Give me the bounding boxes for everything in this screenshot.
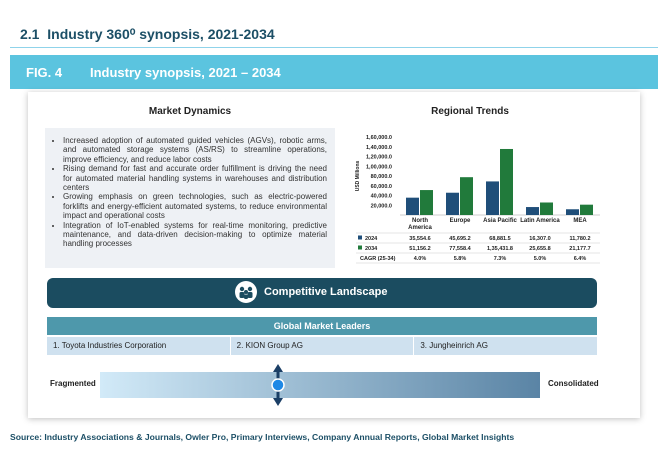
x-tick-label: MEA xyxy=(573,218,587,224)
y-tick-label: 1,40,000.0 xyxy=(366,145,392,151)
value-label: 45,695.2 xyxy=(449,236,470,242)
section-title: Regional Trends xyxy=(431,106,509,117)
leader: 2. KION Group AG xyxy=(229,337,414,355)
cagr-value: 6.4% xyxy=(574,256,587,262)
value-label: 16,307.0 xyxy=(529,236,550,242)
y-tick-label: 1,20,000.0 xyxy=(366,155,392,161)
bar xyxy=(526,207,539,215)
bar xyxy=(500,148,513,215)
scale-bar xyxy=(100,372,540,398)
source-note: Source: Industry Associations & Journals… xyxy=(10,432,515,442)
section-title: Industry 360⁰ synopsis, 2021-2034 xyxy=(47,26,275,42)
value-label: 77,558.4 xyxy=(449,246,471,252)
section-heading: 2.1 Industry 360⁰ synopsis, 2021-2034 xyxy=(20,26,275,43)
cagr-value: 4.0% xyxy=(414,256,427,262)
value-label: 11,780.2 xyxy=(569,236,590,242)
y-tick-label: 40,000.0 xyxy=(371,194,392,200)
legend-swatch xyxy=(358,245,362,250)
y-tick-label: 1,60,000.0 xyxy=(366,135,392,141)
bar xyxy=(580,204,593,215)
bullet-box: Increased adoption of automated guided v… xyxy=(45,128,335,268)
bar xyxy=(446,192,459,215)
y-tick-label: 80,000.0 xyxy=(371,174,392,180)
scale-left: Fragmented xyxy=(50,379,96,388)
section-title: Market Dynamics xyxy=(148,106,232,117)
bar xyxy=(540,202,553,215)
value-label: 25,655.8 xyxy=(529,246,550,252)
bar xyxy=(486,181,499,215)
x-tick-label: Asia Pacific xyxy=(483,218,517,224)
bullet: Rising demand for fast and accurate orde… xyxy=(63,164,327,192)
bullet: Integration of IoT-enabled systems for r… xyxy=(63,221,327,249)
leaders-title: Global Market Leaders xyxy=(47,317,597,335)
leaders-row: 1. Toyota Industries Corporation 2. KION … xyxy=(47,337,597,355)
x-tick-label: Latin America xyxy=(520,218,560,224)
scale-marker xyxy=(271,364,285,406)
legend-label: 2024 xyxy=(365,236,378,242)
banner: FIG. 4 Industry synopsis, 2021 – 2034 xyxy=(10,55,658,89)
bar xyxy=(566,209,579,215)
fig-label: FIG. 4 xyxy=(26,65,63,80)
value-label: 68,881.5 xyxy=(489,236,510,242)
bar xyxy=(420,190,433,215)
value-label: 21,177.7 xyxy=(569,246,590,252)
legend-swatch xyxy=(358,235,362,240)
icon xyxy=(239,286,253,299)
y-axis-label: USD Millions xyxy=(355,161,361,192)
value-label: 51,156.2 xyxy=(409,246,430,252)
cagr-label: CAGR (25-34) xyxy=(360,256,396,262)
landscape-bar: Competitive Landscape xyxy=(47,278,597,308)
fig-title: Industry synopsis, 2021 – 2034 xyxy=(90,65,281,80)
landscape-title: Competitive Landscape xyxy=(264,286,388,298)
bullet: Increased adoption of automated guided v… xyxy=(63,136,327,164)
rule xyxy=(10,47,658,48)
legend-label: 2034 xyxy=(365,246,378,252)
value-label: 35,554.6 xyxy=(409,236,430,242)
scale-right: Consolidated xyxy=(548,379,599,388)
value-label: 1,35,431.8 xyxy=(487,246,513,252)
leader: 1. Toyota Industries Corporation xyxy=(53,341,167,350)
bar xyxy=(460,177,473,215)
section-number: 2.1 xyxy=(20,26,40,42)
cagr-value: 7.3% xyxy=(494,256,507,262)
cagr-value: 5.8% xyxy=(454,256,467,262)
leader: 3. Jungheinrich AG xyxy=(413,337,597,355)
y-tick-label: 1,00,000.0 xyxy=(366,164,392,170)
y-tick-label: 60,000.0 xyxy=(371,184,392,190)
x-tick-label: Europe xyxy=(449,218,471,224)
cagr-value: 5.0% xyxy=(534,256,547,262)
bullet-list: Increased adoption of automated guided v… xyxy=(51,136,327,249)
people-icon xyxy=(235,281,257,303)
x-tick-label: North America xyxy=(408,218,432,231)
bullet: Growing emphasis on green technologies, … xyxy=(63,192,327,220)
y-tick-label: 20,000.0 xyxy=(371,203,392,209)
bar xyxy=(406,197,419,215)
